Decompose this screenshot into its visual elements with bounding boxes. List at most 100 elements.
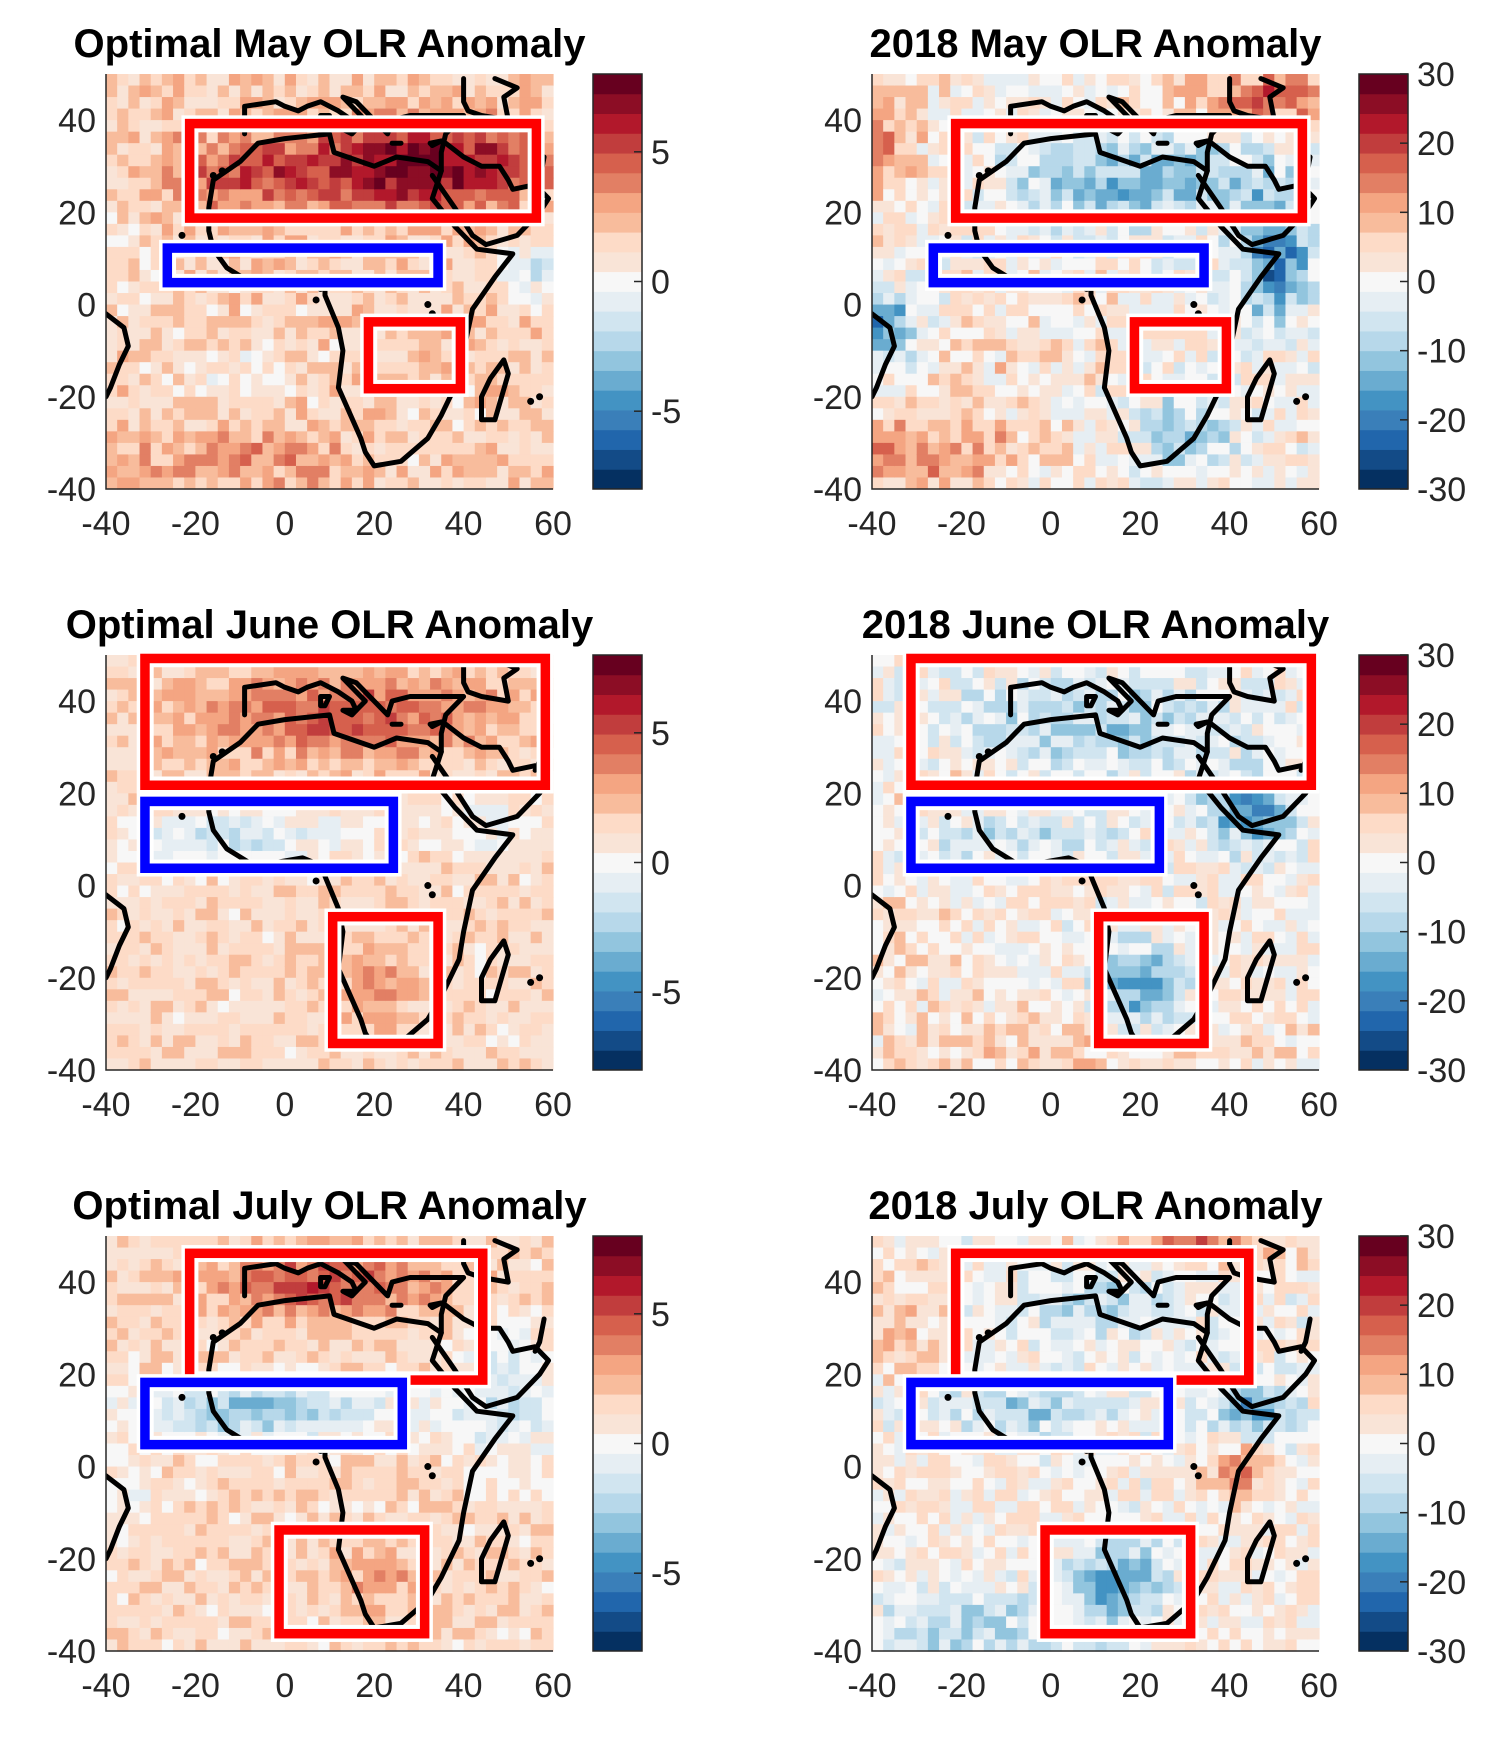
heatmap-cell	[939, 804, 951, 817]
heatmap-cell	[184, 454, 196, 467]
heatmap-cell	[1240, 477, 1253, 490]
heatmap-cell	[1017, 143, 1030, 156]
heatmap-cell	[452, 977, 465, 990]
heatmap-cell	[363, 200, 375, 213]
heatmap-cell	[117, 108, 129, 121]
heatmap-cell	[396, 770, 409, 783]
heatmap-cell	[1285, 431, 1298, 444]
heatmap-cell	[173, 293, 185, 306]
heatmap-cell	[295, 385, 308, 398]
heatmap-cell	[161, 1000, 174, 1013]
colorbar-segment	[593, 813, 642, 834]
heatmap-cell	[117, 131, 129, 144]
colorbar-tick-label: 0	[651, 845, 670, 883]
heatmap-cell	[1039, 454, 1052, 467]
heatmap-cell	[1207, 442, 1220, 456]
heatmap-cell	[872, 874, 884, 887]
heatmap-cell	[508, 804, 521, 817]
heatmap-cell	[251, 966, 264, 979]
heatmap-cell	[452, 235, 465, 248]
heatmap-cell	[1129, 74, 1141, 87]
y-tick-label: -20	[47, 960, 96, 998]
heatmap-cell	[452, 701, 465, 714]
heatmap-cell	[1106, 293, 1119, 306]
heatmap-cell	[541, 1012, 554, 1025]
heatmap-cell	[173, 701, 185, 714]
heatmap-cell	[374, 804, 386, 817]
heatmap-cell	[228, 143, 241, 156]
heatmap-cell	[273, 666, 286, 679]
heatmap-cell	[139, 373, 152, 386]
heatmap-cell	[1240, 166, 1253, 179]
heatmap-cell	[228, 839, 241, 852]
heatmap-cell	[117, 454, 129, 467]
heatmap-cell	[463, 477, 476, 490]
heatmap-cell	[329, 442, 342, 456]
heatmap-cell	[1184, 442, 1197, 456]
heatmap-cell	[430, 131, 442, 144]
heatmap-cell	[1073, 74, 1085, 87]
heatmap-cell	[485, 350, 498, 363]
heatmap-cell	[1307, 304, 1320, 317]
heatmap-cell	[916, 943, 929, 956]
heatmap-cell	[418, 1000, 431, 1013]
heatmap-cell	[363, 85, 375, 98]
heatmap-cell	[916, 74, 929, 87]
heatmap-cell	[1207, 143, 1220, 156]
heatmap-cell	[961, 465, 974, 479]
heatmap-cell	[983, 735, 996, 748]
heatmap-cell	[1140, 108, 1152, 121]
heatmap-cell	[983, 689, 996, 702]
heatmap-cell	[950, 1046, 962, 1060]
heatmap-cell	[1207, 154, 1220, 167]
heatmap-cell	[1106, 431, 1119, 444]
heatmap-cell	[508, 74, 521, 87]
heatmap-cell	[508, 954, 521, 967]
heatmap-cell	[485, 189, 498, 202]
heatmap-cell	[150, 689, 163, 702]
heatmap-cell	[916, 293, 929, 306]
heatmap-cell	[1307, 120, 1320, 133]
heatmap-cell	[1151, 431, 1164, 444]
heatmap-cell	[161, 362, 174, 375]
heatmap-cell	[1307, 143, 1320, 156]
heatmap-cell	[939, 385, 951, 398]
heatmap-cell	[497, 131, 509, 144]
heatmap-cell	[474, 281, 487, 294]
heatmap-cell	[530, 839, 543, 852]
heatmap-cell	[1251, 200, 1264, 213]
heatmap-cell	[972, 666, 985, 679]
heatmap-cell	[541, 885, 554, 898]
heatmap-cell	[340, 874, 353, 887]
heatmap-cell	[939, 131, 951, 144]
heatmap-cell	[117, 269, 129, 283]
heatmap-cell	[485, 885, 498, 898]
heatmap-cell	[883, 666, 895, 679]
heatmap-cell	[217, 920, 230, 933]
heatmap-cell	[329, 408, 342, 421]
heatmap-cell	[117, 793, 129, 806]
heatmap-cell	[994, 85, 1007, 98]
heatmap-cell	[1061, 442, 1074, 456]
heatmap-cell	[228, 1035, 241, 1048]
heatmap-cell	[184, 223, 196, 236]
heatmap-cell	[407, 862, 420, 875]
heatmap-cell	[195, 200, 208, 213]
heatmap-cell	[994, 189, 1007, 202]
heatmap-cell	[441, 989, 454, 1002]
heatmap-cell	[307, 1058, 319, 1071]
colorbar-segment	[593, 931, 642, 952]
heatmap-cell	[117, 258, 129, 271]
heatmap-cell	[894, 235, 907, 248]
heatmap-cell	[430, 373, 442, 386]
heatmap-cell	[273, 885, 286, 898]
heatmap-cell	[318, 943, 331, 956]
heatmap-cell	[407, 477, 420, 490]
heatmap-cell	[385, 166, 398, 179]
heatmap-cell	[497, 293, 509, 306]
heatmap-cell	[1307, 373, 1320, 386]
heatmap-cell	[251, 977, 264, 990]
heatmap-cell	[396, 166, 409, 179]
heatmap-cell	[340, 465, 353, 479]
